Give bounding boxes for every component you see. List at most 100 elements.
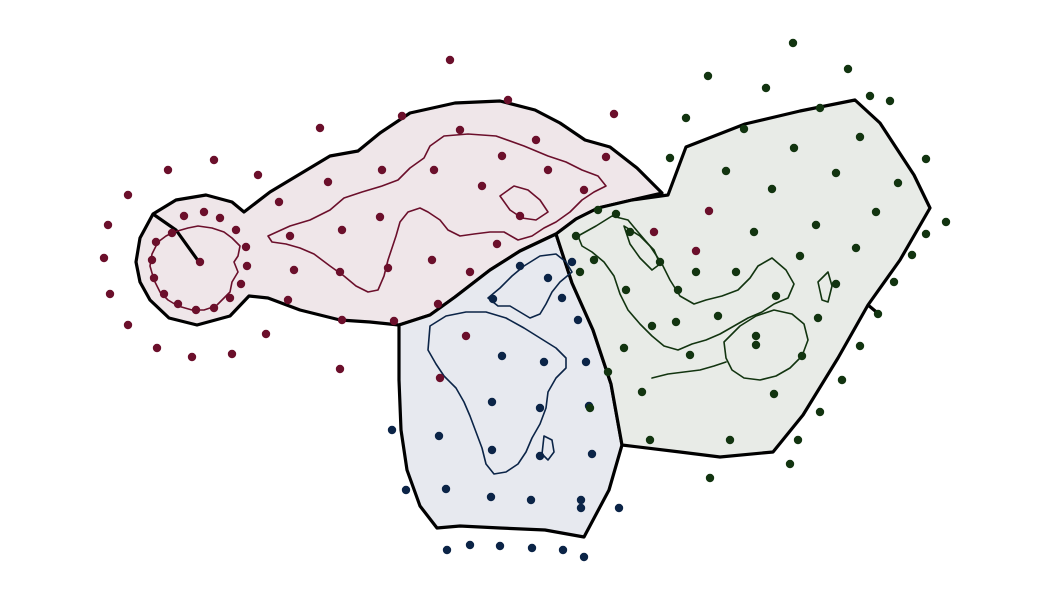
site-point-asia-oceania (691, 267, 701, 277)
site-point-americas-antarctica (389, 316, 399, 326)
site-point-americas-antarctica (427, 255, 437, 265)
site-point-americas-antarctica (315, 123, 325, 133)
site-point-asia-oceania (843, 64, 853, 74)
site-point-asia-oceania (855, 132, 865, 142)
site-point-europe-africa (567, 257, 577, 267)
site-point-americas-antarctica (163, 165, 173, 175)
site-point-americas-antarctica (433, 299, 443, 309)
site-point-asia-oceania (837, 375, 847, 385)
site-point-americas-antarctica (99, 253, 109, 263)
region-asia-oceania (554, 98, 932, 459)
coastline-indonesia (651, 361, 727, 379)
site-point-asia-oceania (855, 341, 865, 351)
site-point-americas-antarctica (461, 331, 471, 341)
site-point-asia-oceania (771, 291, 781, 301)
site-point-americas-antarctica (195, 257, 205, 267)
site-point-asia-oceania (767, 184, 777, 194)
site-point-americas-antarctica (429, 165, 439, 175)
site-point-asia-oceania (871, 207, 881, 217)
site-point-asia-oceania (769, 389, 779, 399)
site-point-asia-oceania (585, 403, 595, 413)
site-point-asia-oceania (785, 459, 795, 469)
site-point-americas-antarctica (492, 239, 502, 249)
site-point-asia-oceania (851, 243, 861, 253)
site-point-americas-antarctica (497, 151, 507, 161)
site-point-asia-oceania (705, 473, 715, 483)
site-point-asia-oceania (637, 387, 647, 397)
site-point-americas-antarctica (199, 207, 209, 217)
site-point-americas-antarctica (241, 242, 251, 252)
site-point-layer (99, 38, 951, 562)
site-point-europe-africa (442, 545, 452, 555)
site-point-americas-antarctica (123, 320, 133, 330)
site-point-europe-africa (487, 397, 497, 407)
site-point-asia-oceania (815, 103, 825, 113)
site-point-asia-oceania (655, 257, 665, 267)
site-point-americas-antarctica (167, 228, 177, 238)
site-point-asia-oceania (873, 309, 883, 319)
site-point-asia-oceania (788, 38, 798, 48)
site-point-americas-antarctica (455, 125, 465, 135)
site-point-asia-oceania (665, 153, 675, 163)
site-point-europe-africa (557, 293, 567, 303)
site-point-americas-antarctica (225, 293, 235, 303)
site-point-americas-antarctica (236, 279, 246, 289)
site-point-asia-oceania (721, 166, 731, 176)
site-point-europe-africa (495, 541, 505, 551)
site-point-europe-africa (558, 545, 568, 555)
site-point-europe-africa (486, 492, 496, 502)
site-point-asia-oceania (713, 311, 723, 321)
coastline-japan (623, 225, 661, 271)
site-point-americas-antarctica (191, 305, 201, 315)
site-point-americas-antarctica (215, 213, 225, 223)
site-point-asia-oceania (625, 227, 635, 237)
site-point-americas-antarctica (289, 265, 299, 275)
site-point-americas-antarctica (691, 246, 701, 256)
site-point-asia-oceania (671, 317, 681, 327)
site-point-asia-oceania (589, 255, 599, 265)
site-point-europe-africa (487, 445, 497, 455)
site-point-europe-africa (535, 403, 545, 413)
site-point-americas-antarctica (377, 165, 387, 175)
site-point-asia-oceania (703, 71, 713, 81)
coastline-newzealand (817, 271, 833, 303)
site-point-americas-antarctica (543, 165, 553, 175)
site-point-asia-oceania (889, 277, 899, 287)
site-point-asia-oceania (725, 435, 735, 445)
site-point-americas-antarctica (103, 220, 113, 230)
region-tail-antarctica (152, 212, 201, 263)
site-point-europe-africa (576, 503, 586, 513)
site-point-europe-africa (581, 357, 591, 367)
site-point-europe-africa (434, 431, 444, 441)
site-point-americas-antarctica (147, 255, 157, 265)
site-point-americas-antarctica (579, 185, 589, 195)
site-point-americas-antarctica (105, 289, 115, 299)
site-point-americas-antarctica (285, 231, 295, 241)
site-point-americas-antarctica (397, 111, 407, 121)
site-point-asia-oceania (621, 285, 631, 295)
site-point-europe-africa (465, 540, 475, 550)
site-point-asia-oceania (751, 340, 761, 350)
site-point-americas-antarctica (283, 295, 293, 305)
site-point-americas-antarctica (609, 109, 619, 119)
site-point-americas-antarctica (151, 237, 161, 247)
site-point-europe-africa (527, 543, 537, 553)
site-point-americas-antarctica (375, 212, 385, 222)
site-point-americas-antarctica (209, 155, 219, 165)
site-point-europe-africa (488, 294, 498, 304)
site-point-asia-oceania (795, 251, 805, 261)
site-point-americas-antarctica (179, 211, 189, 221)
site-point-asia-oceania (941, 217, 951, 227)
site-point-asia-oceania (813, 313, 823, 323)
site-point-asia-oceania (831, 168, 841, 178)
site-point-asia-oceania (921, 154, 931, 164)
site-point-asia-oceania (811, 220, 821, 230)
site-point-americas-antarctica (261, 329, 271, 339)
coastline-antarctica (149, 225, 241, 311)
site-point-asia-oceania (793, 435, 803, 445)
site-point-europe-africa (587, 449, 597, 459)
site-point-europe-africa (401, 485, 411, 495)
site-point-asia-oceania (761, 83, 771, 93)
